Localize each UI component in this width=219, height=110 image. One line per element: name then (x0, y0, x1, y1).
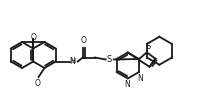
Text: O: O (81, 36, 87, 45)
Text: O: O (35, 79, 41, 88)
Text: N: N (137, 73, 143, 82)
Text: S: S (107, 54, 112, 63)
Text: H: H (71, 58, 76, 64)
Text: O: O (30, 33, 36, 42)
Text: N: N (124, 80, 130, 89)
Text: N: N (69, 57, 75, 65)
Text: S: S (146, 42, 151, 51)
